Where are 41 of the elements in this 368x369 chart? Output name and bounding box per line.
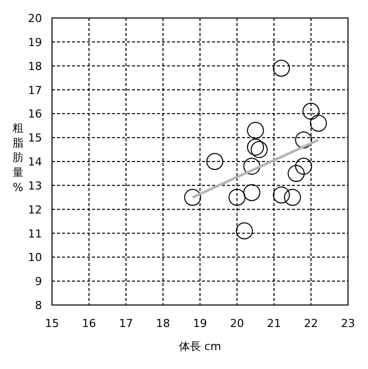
y-tick-label: 11 (28, 227, 42, 240)
point (288, 164, 305, 182)
point (247, 138, 264, 156)
y-tick-label: 8 (35, 299, 42, 312)
point (302, 102, 320, 120)
y-axis-title: 粗脂肪量% (12, 122, 24, 194)
point (247, 122, 264, 139)
y-tick-label: 10 (28, 251, 42, 264)
point (236, 222, 253, 240)
y-tick-label: 19 (28, 36, 42, 49)
y-tick-label: 17 (28, 84, 42, 97)
point (243, 184, 260, 202)
x-tick-label: 17 (119, 317, 133, 330)
point (295, 158, 312, 175)
y-tick-label: 12 (28, 203, 42, 216)
y-tick-label: 9 (35, 275, 42, 288)
y-tick-label: 20 (28, 12, 42, 25)
y-tick-label: 18 (28, 60, 42, 73)
point (284, 188, 301, 206)
point (228, 188, 246, 206)
point (272, 186, 290, 204)
y-tick-label: 13 (28, 179, 42, 192)
y-tick-label: 15 (28, 132, 42, 145)
point (272, 60, 290, 77)
y-tick-label: 16 (28, 108, 42, 121)
x-tick-label: 15 (45, 317, 59, 330)
point (250, 141, 268, 158)
x-tick-label: 18 (156, 317, 170, 330)
point (243, 158, 260, 175)
x-tick-label: 16 (82, 317, 96, 330)
point (206, 153, 224, 170)
point (295, 131, 312, 148)
x-tick-label: 19 (193, 317, 207, 330)
x-tick-label: 21 (267, 317, 281, 330)
x-tick-label: 23 (341, 317, 355, 330)
y-tick-label: 14 (28, 156, 42, 168)
x-tick-label: 22 (304, 317, 318, 330)
point (184, 188, 202, 206)
point (310, 114, 327, 132)
x-axis-title: 体長 cm (178, 340, 222, 353)
x-tick-label: 20 (230, 317, 244, 330)
